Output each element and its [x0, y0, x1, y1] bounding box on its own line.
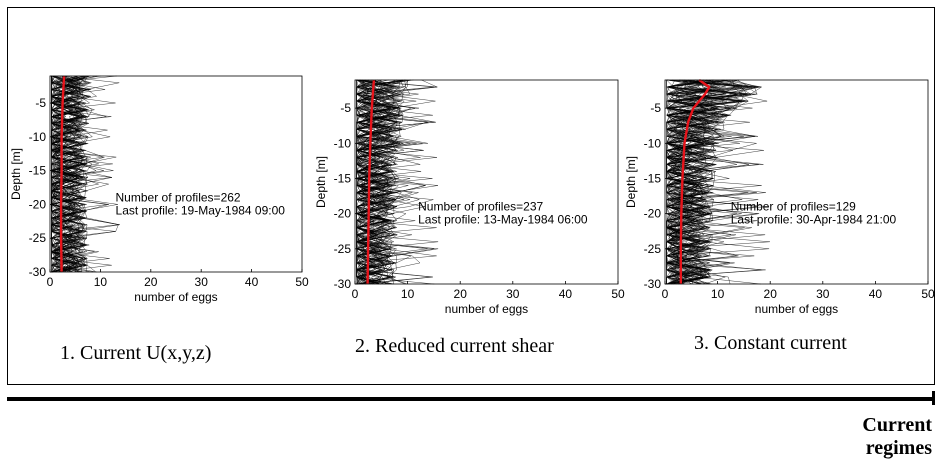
x-tick-label: 50 [921, 287, 935, 301]
y-tick-label: -20 [29, 197, 47, 211]
egg-profile-line [665, 79, 716, 285]
plot-axes-box [49, 75, 303, 273]
panel-caption: 2. Reduced current shear [355, 335, 554, 357]
y-tick-label: -5 [35, 96, 46, 110]
x-axis-label: number of eggs [755, 302, 838, 316]
x-tick-label: 30 [816, 287, 830, 301]
y-tick-label: -20 [334, 207, 352, 221]
egg-profiles [50, 75, 120, 273]
x-tick-label: 0 [47, 275, 54, 289]
panel-caption: 3. Constant current [694, 332, 847, 354]
y-tick-label: -15 [644, 171, 662, 185]
egg-profile-line [355, 79, 433, 285]
y-axis-label: Depth [m] [9, 148, 23, 200]
egg-profile-line [50, 75, 114, 273]
egg-profiles [665, 79, 770, 285]
egg-profile-line [665, 79, 718, 285]
y-tick-label: -10 [334, 136, 352, 150]
egg-profile-line [665, 79, 761, 285]
mean-profile-line [59, 75, 66, 273]
y-tick-label: -30 [334, 277, 352, 291]
x-tick-label: 50 [611, 287, 625, 301]
divider-end-mark [932, 391, 935, 405]
egg-profile-line [50, 75, 106, 273]
egg-profile-line [50, 76, 98, 273]
y-tick-label: -25 [29, 231, 47, 245]
x-tick-label: 10 [401, 287, 415, 301]
egg-profile-line [665, 79, 758, 285]
chart-panel-3: 0 10 20 30 40 50 -5 -10 -15 -20 -25 -30 number of eg… [624, 79, 935, 354]
x-tick-label: 40 [559, 287, 573, 301]
egg-profile-line [50, 75, 89, 273]
mean-profile-line [366, 79, 376, 285]
profile-annotation-line: Number of profiles=237 [418, 200, 543, 214]
y-tick-label: -15 [334, 171, 352, 185]
egg-profile-line [50, 75, 117, 273]
mean-profile-line [679, 79, 711, 284]
y-tick-label: -10 [29, 130, 47, 144]
y-tick-label: -10 [644, 136, 662, 150]
figure-frame [7, 7, 935, 385]
egg-profile-line [50, 75, 86, 273]
y-tick-label: -5 [650, 101, 661, 115]
y-tick-label: -5 [340, 101, 351, 115]
egg-profile-line [355, 79, 426, 285]
x-axis-label: number of eggs [134, 290, 217, 304]
x-tick-label: 20 [764, 287, 778, 301]
y-tick-label: -25 [334, 242, 352, 256]
profile-annotation-line: Last profile: 30-Apr-1984 21:00 [731, 213, 897, 227]
y-tick-label: -20 [644, 207, 662, 221]
egg-profile-line [50, 75, 88, 273]
egg-profile-line [665, 79, 729, 285]
egg-profile-line [356, 79, 439, 285]
x-tick-label: 30 [506, 287, 520, 301]
chart-panel-2: 0 10 20 30 40 50 -5 -10 -15 -20 -25 -30 number of eg… [314, 79, 625, 357]
x-tick-label: 10 [94, 275, 108, 289]
plot-axes-box [664, 79, 929, 285]
profile-annotation-line: Number of profiles=262 [116, 190, 241, 204]
egg-profile-line [50, 75, 95, 273]
x-tick-label: 0 [662, 287, 669, 301]
x-tick-label: 30 [195, 275, 209, 289]
y-tick-label: -30 [29, 265, 47, 279]
x-tick-label: 50 [295, 275, 309, 289]
egg-profile-line [355, 79, 403, 285]
x-tick-label: 10 [711, 287, 725, 301]
y-axis-label: Depth [m] [624, 156, 638, 208]
current-regimes-label: Current regimes [800, 414, 932, 460]
x-tick-label: 40 [245, 275, 259, 289]
egg-profile-line [356, 79, 403, 285]
x-tick-label: 20 [144, 275, 158, 289]
y-tick-label: -15 [29, 164, 47, 178]
x-tick-label: 20 [454, 287, 468, 301]
egg-profile-line [665, 79, 768, 284]
egg-profile-line [50, 75, 99, 273]
profile-annotation-line: Last profile: 13-May-1984 06:00 [418, 213, 588, 227]
egg-profile-line [355, 79, 415, 285]
y-tick-label: -30 [644, 277, 662, 291]
y-tick-label: -25 [644, 242, 662, 256]
x-tick-label: 40 [869, 287, 883, 301]
x-axis-label: number of eggs [445, 302, 528, 316]
y-axis-label: Depth [m] [314, 156, 328, 208]
egg-profile-line [355, 79, 428, 285]
egg-profile-line [50, 75, 111, 273]
chart-panel-1: 0 10 20 30 40 50 -5 -10 -15 -20 -25 -30 number of eg… [9, 75, 309, 364]
divider-line [7, 397, 935, 401]
footer-line-1: Current [862, 414, 932, 436]
x-tick-label: 0 [352, 287, 359, 301]
egg-profile-line [666, 79, 752, 285]
footer-line-2: regimes [865, 437, 932, 459]
panel-caption: 1. Current U(x,y,z) [60, 342, 211, 364]
egg-profile-line [355, 79, 406, 285]
egg-profile-line [355, 79, 401, 285]
profile-annotation-line: Number of profiles=129 [731, 200, 856, 214]
profile-annotation-line: Last profile: 19-May-1984 09:00 [116, 203, 286, 217]
egg-profile-line [50, 75, 89, 273]
egg-profile-line [665, 79, 738, 285]
plot-axes-box [354, 79, 619, 285]
